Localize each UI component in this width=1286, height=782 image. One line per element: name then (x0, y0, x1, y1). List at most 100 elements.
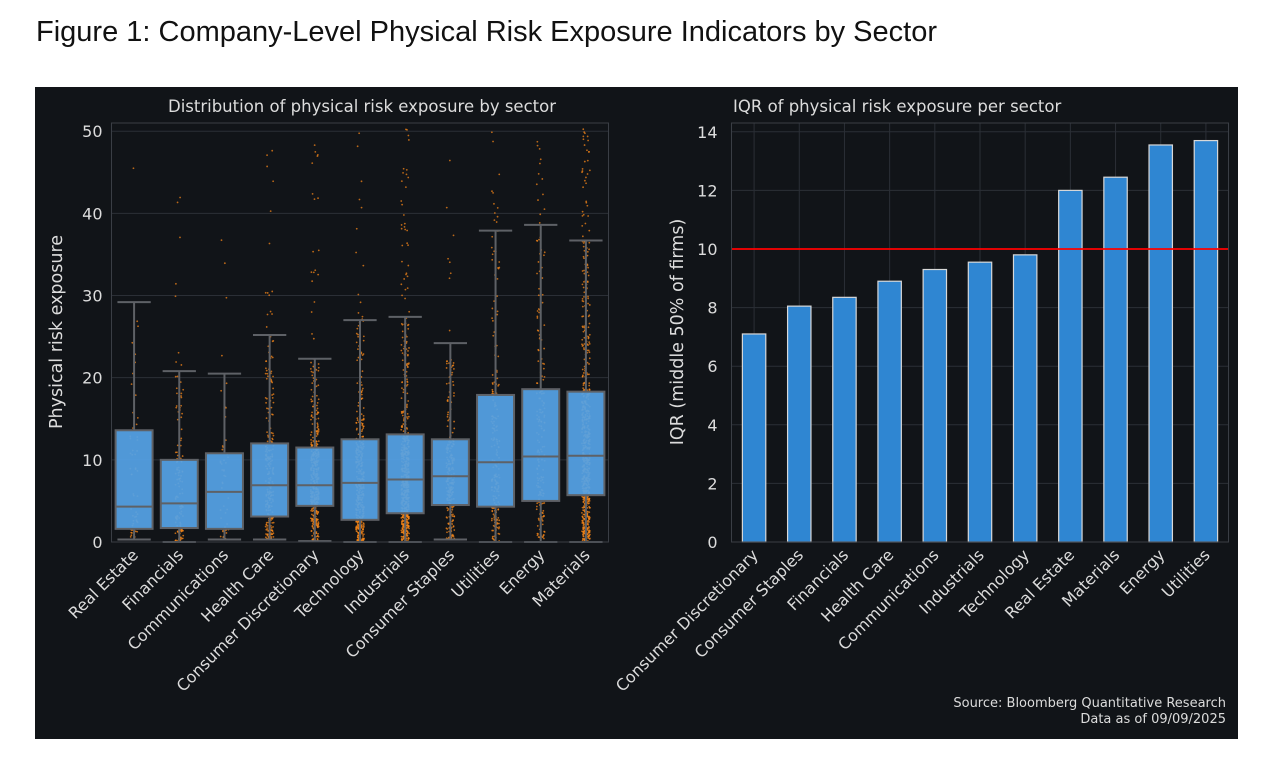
data-point (175, 406, 178, 409)
data-point (588, 500, 591, 502)
data-point (583, 291, 586, 294)
x-tick-label: Utilities (447, 545, 503, 601)
data-point (491, 374, 494, 376)
data-point (581, 368, 584, 371)
data-point (583, 280, 585, 283)
data-point (312, 337, 315, 340)
data-point (447, 411, 450, 414)
data-point (360, 376, 363, 378)
data-point (538, 238, 540, 241)
data-point (356, 327, 359, 330)
data-point (407, 176, 410, 179)
data-point (316, 426, 319, 429)
data-point (360, 384, 363, 386)
data-point (449, 272, 452, 275)
data-point (182, 534, 185, 537)
data-point (407, 327, 410, 330)
data-point (583, 527, 586, 530)
data-point (543, 530, 546, 533)
data-point (406, 275, 409, 278)
data-point (314, 150, 317, 153)
data-point (536, 240, 539, 242)
data-point (400, 529, 403, 532)
data-point (535, 505, 538, 508)
data-point (582, 286, 585, 289)
data-point (491, 390, 494, 393)
data-point (588, 389, 591, 391)
data-point (316, 433, 319, 436)
data-point (588, 520, 590, 523)
data-point (406, 324, 409, 327)
data-point (315, 440, 318, 443)
data-point (542, 509, 545, 512)
data-point (310, 271, 313, 274)
data-point (400, 411, 403, 413)
data-point (402, 167, 405, 170)
data-point (135, 423, 138, 426)
data-point (543, 502, 546, 504)
data-point (496, 310, 499, 313)
data-point (536, 315, 539, 318)
data-point (453, 427, 456, 430)
data-point (588, 363, 590, 365)
data-point (587, 295, 589, 298)
data-point (176, 530, 179, 533)
data-point (406, 287, 409, 290)
data-point (271, 356, 274, 359)
data-point (585, 176, 587, 179)
data-point (582, 315, 585, 318)
data-point (587, 533, 589, 535)
data-point (310, 361, 312, 364)
data-point (407, 415, 410, 418)
data-point (400, 343, 403, 346)
iqr-box (476, 393, 516, 508)
data-point (317, 532, 319, 535)
data-point (537, 261, 540, 263)
data-point (586, 349, 589, 352)
data-point (588, 502, 590, 505)
data-point (445, 516, 448, 519)
bar-consumer-discretionary (741, 333, 767, 543)
data-point (406, 521, 409, 524)
iqr-box (521, 388, 561, 502)
data-point (176, 392, 178, 395)
data-point (445, 382, 448, 385)
data-point (400, 322, 403, 325)
data-point (537, 199, 539, 201)
data-point (180, 364, 183, 366)
box-industrials (385, 315, 425, 543)
data-point (264, 372, 267, 375)
data-point (581, 168, 584, 170)
data-point (408, 527, 410, 530)
data-point (316, 432, 319, 434)
data-point (401, 525, 404, 528)
data-point (586, 501, 589, 504)
data-point (582, 516, 584, 519)
data-point (265, 528, 268, 531)
y-tick-label: 6 (707, 357, 717, 376)
data-point (491, 509, 494, 512)
data-point (541, 293, 544, 296)
data-point (536, 382, 539, 385)
data-point (363, 526, 365, 528)
data-point (271, 533, 273, 536)
data-point (541, 277, 544, 279)
data-point (447, 508, 450, 510)
data-point (408, 347, 410, 349)
data-point (316, 443, 319, 446)
data-point (362, 537, 365, 540)
data-point (265, 367, 267, 370)
data-point (401, 381, 404, 383)
data-point (220, 389, 223, 392)
data-point (445, 206, 448, 209)
data-point (446, 507, 449, 509)
data-point (402, 423, 405, 425)
y-tick-label: 10 (82, 451, 102, 470)
data-point (317, 384, 320, 387)
data-point (588, 248, 590, 251)
data-point (535, 183, 538, 186)
data-point (582, 513, 585, 516)
y-tick-label: 30 (82, 287, 102, 306)
data-point (355, 341, 358, 344)
data-point (268, 242, 271, 245)
